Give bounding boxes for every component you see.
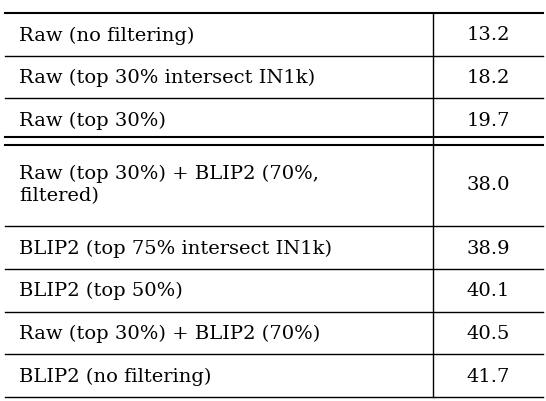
Text: 40.5: 40.5 [466,324,510,342]
Text: BLIP2 (top 50%): BLIP2 (top 50%) [19,282,183,300]
Text: Raw (top 30% intersect IN1k): Raw (top 30% intersect IN1k) [19,69,315,87]
Text: 40.1: 40.1 [466,282,510,300]
Text: 38.0: 38.0 [466,175,510,193]
Text: 41.7: 41.7 [466,367,510,385]
Text: 38.9: 38.9 [466,239,510,257]
Text: BLIP2 (no filtering): BLIP2 (no filtering) [19,367,211,385]
Text: 19.7: 19.7 [466,111,510,130]
Text: 13.2: 13.2 [466,26,510,44]
Text: Raw (top 30%): Raw (top 30%) [19,111,166,130]
Text: Raw (top 30%) + BLIP2 (70%): Raw (top 30%) + BLIP2 (70%) [19,324,321,342]
Text: Raw (top 30%) + BLIP2 (70%,
filtered): Raw (top 30%) + BLIP2 (70%, filtered) [19,164,319,205]
Text: BLIP2 (top 75% intersect IN1k): BLIP2 (top 75% intersect IN1k) [19,239,332,257]
Text: Raw (no filtering): Raw (no filtering) [19,26,194,45]
Text: 18.2: 18.2 [466,69,510,87]
